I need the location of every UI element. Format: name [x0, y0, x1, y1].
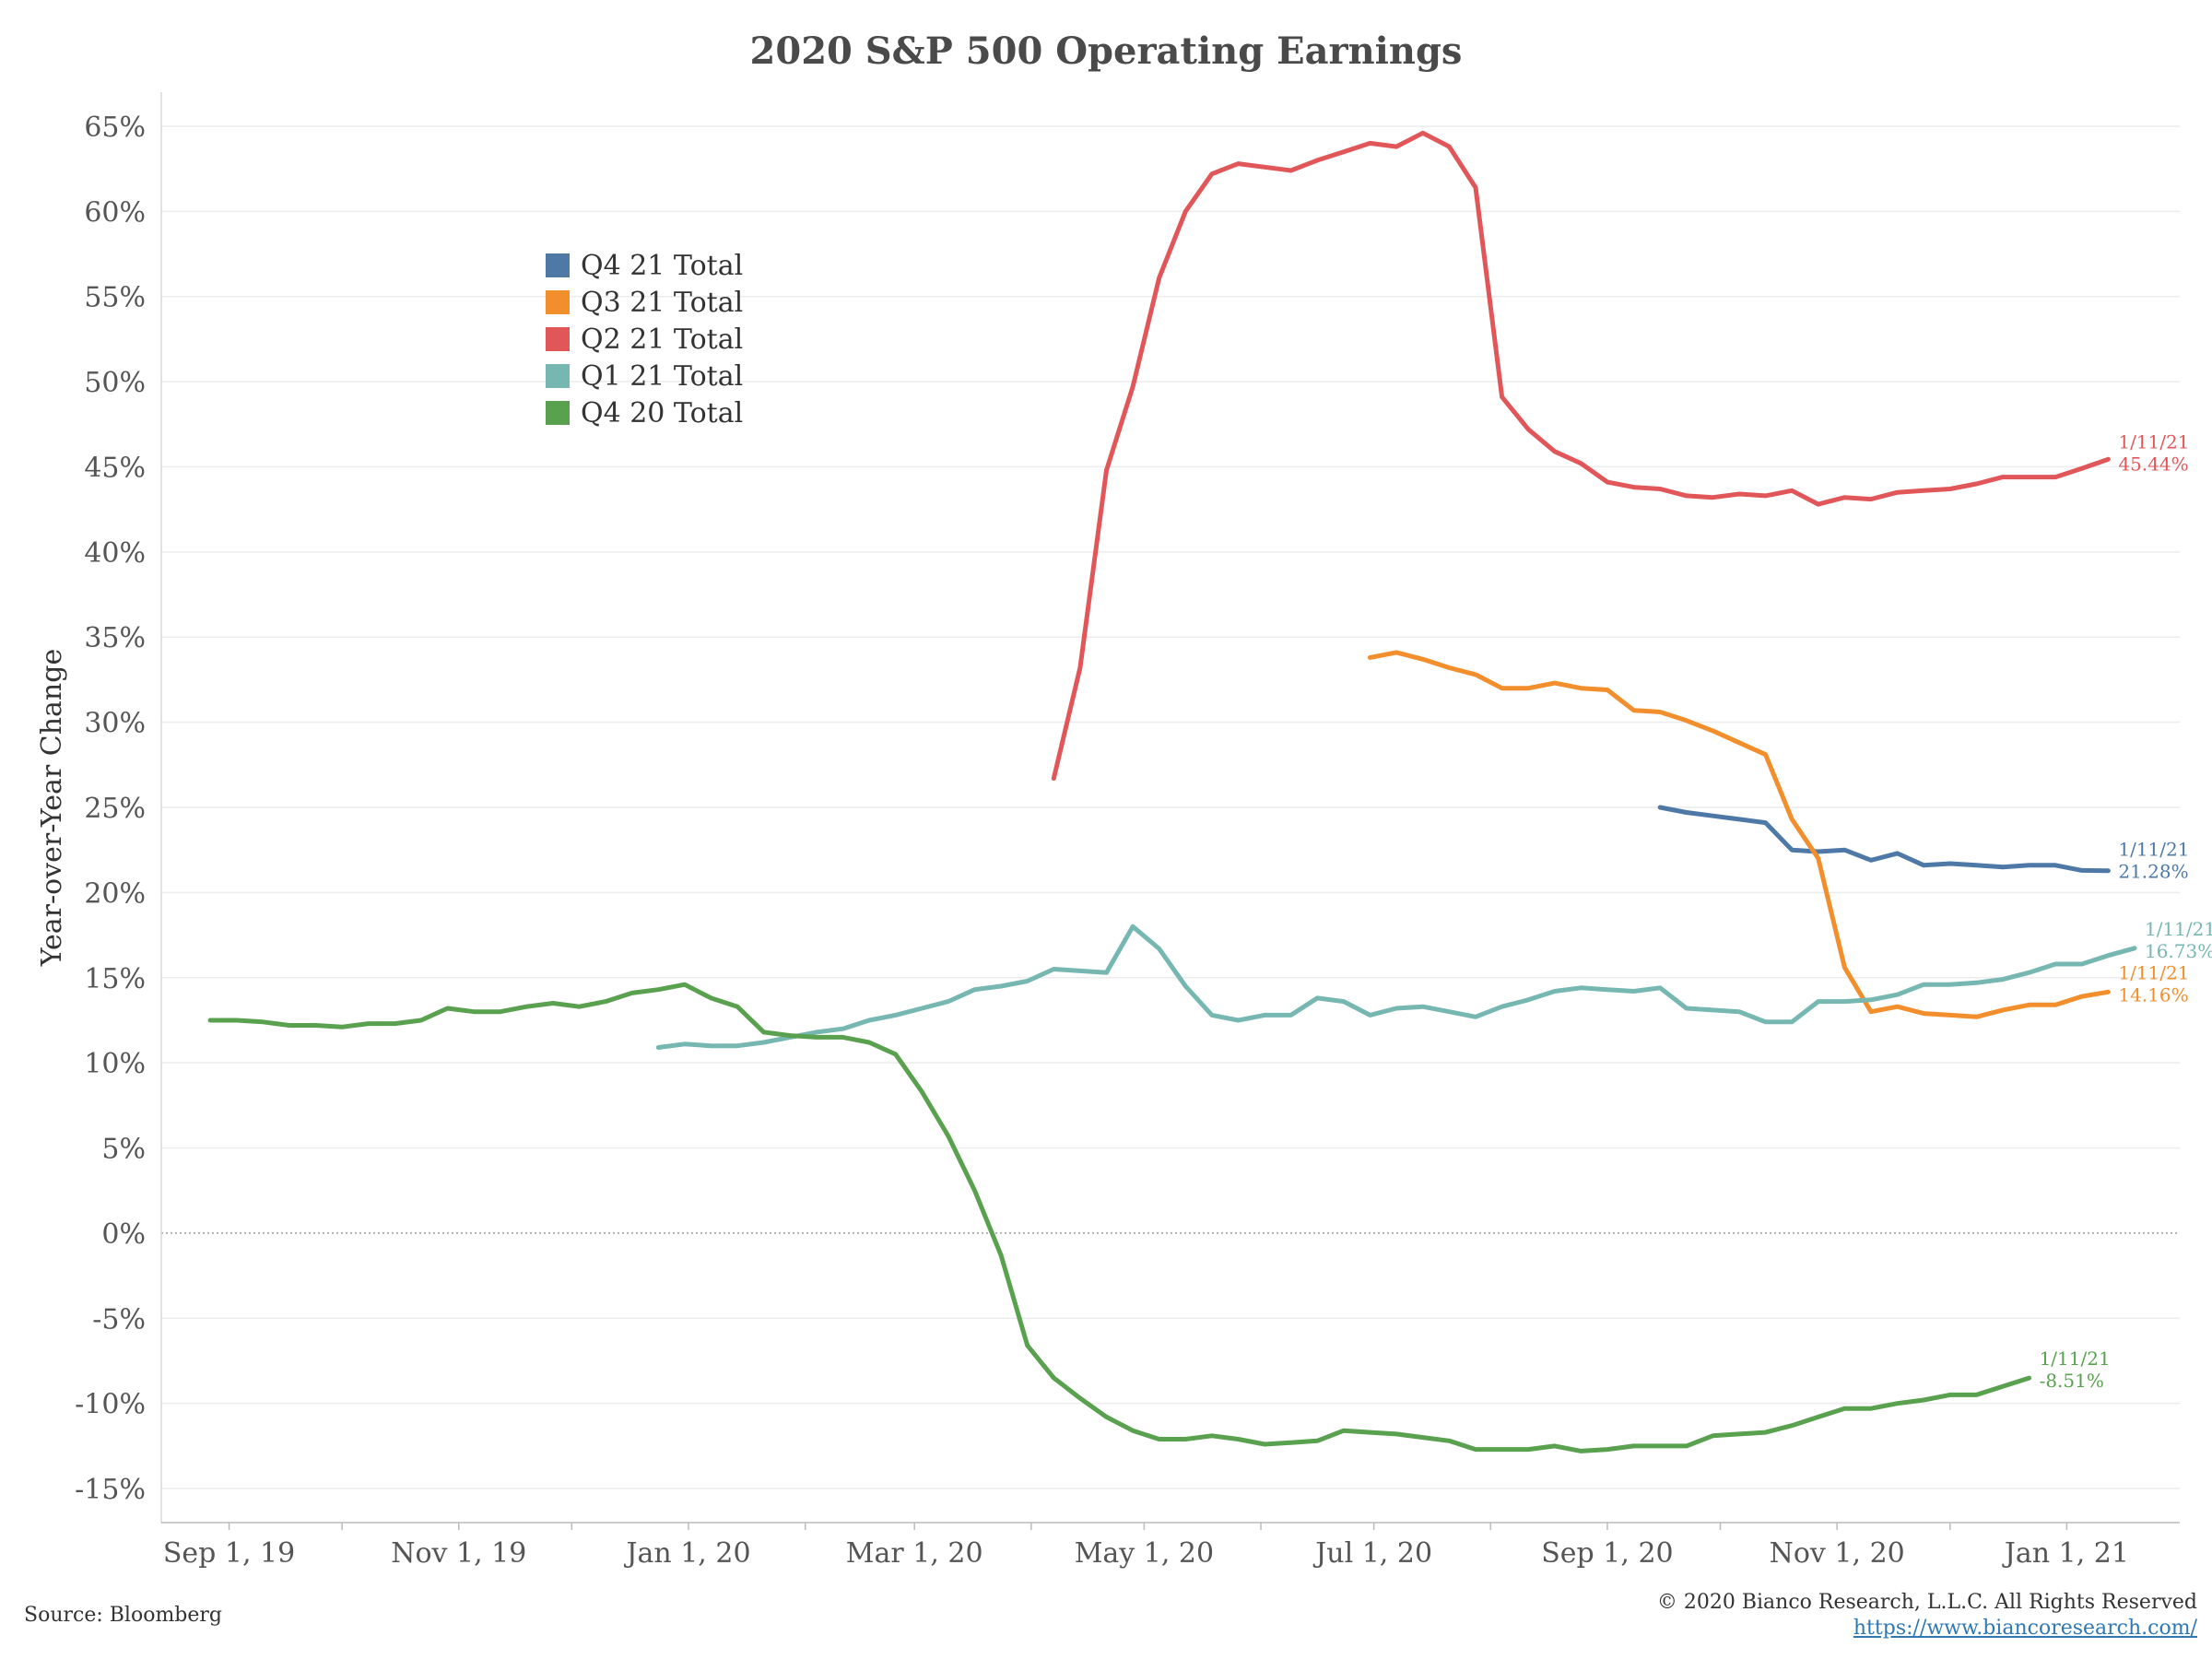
y-tick-label: 65%: [84, 112, 146, 144]
series-lines: [207, 130, 2137, 1453]
y-tick-label: -10%: [75, 1389, 146, 1421]
x-tick-label: Nov 1, 20: [1770, 1537, 1905, 1570]
y-tick-label: 35%: [84, 622, 146, 654]
y-tick-label: 5%: [101, 1134, 146, 1166]
series-line: [207, 982, 2032, 1453]
x-tick-label: Jan 1, 21: [2002, 1537, 2129, 1570]
y-tick-label: 0%: [101, 1218, 146, 1251]
chart-title: 2020 S&P 500 Operating Earnings: [749, 29, 1463, 73]
legend-item: Q1 21 Total: [546, 358, 743, 394]
legend-swatch: [546, 364, 570, 388]
end-label-value: 45.44%: [2118, 453, 2188, 475]
legend-swatch: [546, 253, 570, 277]
end-label-date: 1/11/21: [2040, 1347, 2111, 1370]
y-tick-label: 30%: [84, 708, 146, 740]
legend-item: Q4 20 Total: [546, 394, 743, 431]
legend-swatch: [546, 327, 570, 351]
x-tick-label: Mar 1, 20: [846, 1537, 983, 1570]
y-tick-label: 60%: [84, 196, 146, 229]
end-label-date: 1/11/21: [2118, 430, 2189, 453]
legend-label: Q4 20 Total: [581, 396, 744, 429]
y-tick-label: 40%: [84, 537, 146, 570]
y-tick-label: 15%: [84, 963, 146, 995]
copyright-note: © 2020 Bianco Research, L.L.C. All Right…: [1656, 1591, 2197, 1614]
y-axis-title: Year-over-Year Change: [36, 649, 68, 967]
y-tick-label: -5%: [92, 1303, 146, 1335]
legend-label: Q3 21 Total: [581, 286, 744, 319]
legend-label: Q1 21 Total: [581, 359, 744, 393]
series-line: [1368, 650, 2111, 1019]
legend-swatch: [546, 290, 570, 314]
x-tick-label: Sep 1, 20: [1541, 1537, 1673, 1570]
legend-item: Q2 21 Total: [546, 321, 743, 358]
series-line: [1051, 130, 2111, 782]
axes: -15% -10% -5% 0% 5% 10% 15% 20% 25% 30% 35% 40% 45% 5…: [36, 92, 2180, 1570]
y-tick-label: 50%: [84, 367, 146, 399]
x-tick-label: May 1, 20: [1075, 1537, 1214, 1570]
end-label-date: 1/11/21: [2118, 961, 2189, 983]
grid-lines: [161, 125, 2180, 1489]
legend-item: Q3 21 Total: [546, 284, 743, 321]
y-tick-label: 10%: [84, 1048, 146, 1080]
legend-item: Q4 21 Total: [546, 247, 743, 284]
x-tick-label: Nov 1, 19: [391, 1537, 526, 1570]
x-tick-label: Jan 1, 20: [623, 1537, 750, 1570]
legend-swatch: [546, 401, 570, 425]
source-note: Source: Bloomberg: [24, 1604, 223, 1627]
y-tick-label: 25%: [84, 793, 146, 825]
legend: Q4 21 Total Q3 21 Total Q2 21 Total Q1 21 T…: [546, 247, 743, 431]
legend-label: Q2 21 Total: [581, 323, 744, 356]
end-label-value: -8.51%: [2040, 1370, 2104, 1392]
x-tick-label: Sep 1, 19: [163, 1537, 295, 1570]
end-label-value: 21.28%: [2118, 861, 2188, 883]
website-link[interactable]: https://www.biancoresearch.com/: [1853, 1617, 2197, 1640]
end-labels: 1/11/2121.28%1/11/2114.16%1/11/2145.44%1…: [2040, 430, 2212, 1392]
end-label-value: 14.16%: [2118, 983, 2188, 1006]
series-line: [655, 924, 2137, 1050]
y-tick-label: 55%: [84, 282, 146, 314]
series-line: [1657, 805, 2111, 874]
x-tick-label: Jul 1, 20: [1312, 1537, 1432, 1570]
end-label-value: 16.73%: [2145, 940, 2212, 962]
y-tick-label: -15%: [75, 1474, 146, 1506]
legend-label: Q4 21 Total: [581, 249, 744, 282]
end-label-date: 1/11/21: [2118, 839, 2189, 861]
y-tick-label: 45%: [84, 452, 146, 484]
end-label-date: 1/11/21: [2145, 918, 2212, 940]
y-tick-label: 20%: [84, 877, 146, 910]
